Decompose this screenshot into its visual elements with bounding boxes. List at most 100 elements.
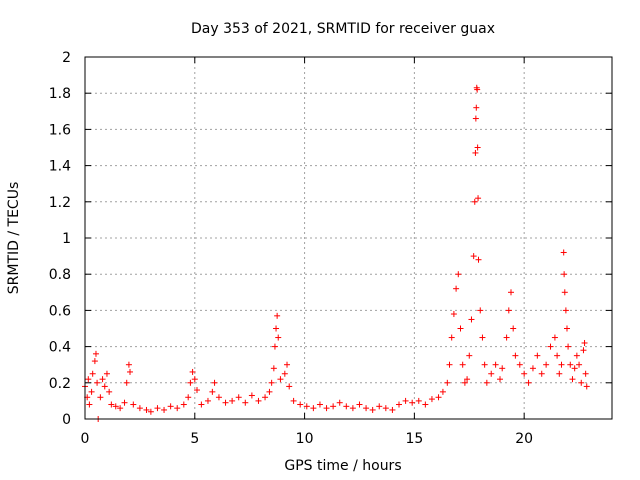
data-point xyxy=(103,370,110,377)
data-point xyxy=(488,370,495,377)
data-point xyxy=(503,334,510,341)
data-point xyxy=(474,86,481,93)
data-point xyxy=(402,397,409,404)
data-point xyxy=(92,350,99,357)
y-tick-label: 1 xyxy=(62,231,71,247)
y-tick-label: 2 xyxy=(62,50,71,66)
data-point xyxy=(569,376,576,383)
y-tick-label: 1.6 xyxy=(49,122,71,138)
data-point xyxy=(136,405,143,412)
data-point xyxy=(369,406,376,413)
data-point xyxy=(174,405,181,412)
data-point xyxy=(446,361,453,368)
data-point xyxy=(356,401,363,408)
data-point xyxy=(471,198,478,205)
data-point xyxy=(323,405,330,412)
data-point xyxy=(534,352,541,359)
data-point xyxy=(464,376,471,383)
data-point xyxy=(281,370,288,377)
data-point xyxy=(457,325,464,332)
data-point xyxy=(268,379,275,386)
data-point xyxy=(112,403,119,410)
data-point xyxy=(583,383,590,390)
data-point xyxy=(273,325,280,332)
data-point xyxy=(204,397,211,404)
data-point xyxy=(563,325,570,332)
data-point xyxy=(422,401,429,408)
y-tick-label: 1.2 xyxy=(49,195,71,211)
data-point xyxy=(459,361,466,368)
data-point xyxy=(477,307,484,314)
data-point xyxy=(187,379,194,386)
data-point xyxy=(435,394,442,401)
data-point xyxy=(571,365,578,372)
x-tick-labels: 0 5 10 15 20 xyxy=(81,431,534,447)
data-point xyxy=(274,312,281,319)
data-point xyxy=(222,399,229,406)
data-point xyxy=(556,370,563,377)
data-point xyxy=(275,334,282,341)
data-point xyxy=(567,361,574,368)
x-tick-label: 15 xyxy=(405,431,423,447)
data-point xyxy=(415,397,422,404)
data-point xyxy=(147,408,154,415)
data-point xyxy=(554,352,561,359)
data-point xyxy=(330,403,337,410)
data-point xyxy=(475,256,482,263)
data-point xyxy=(538,370,545,377)
data-point xyxy=(121,399,128,406)
y-tick-label: 0 xyxy=(62,412,71,428)
data-point xyxy=(474,144,481,151)
data-point xyxy=(580,347,587,354)
data-point xyxy=(505,307,512,314)
data-point xyxy=(180,401,187,408)
data-point xyxy=(193,387,200,394)
data-point xyxy=(562,307,569,314)
data-point xyxy=(101,383,108,390)
data-point xyxy=(529,365,536,372)
data-point xyxy=(211,379,218,386)
y-tick-label: 0.6 xyxy=(49,303,71,319)
data-point xyxy=(382,405,389,412)
data-point xyxy=(521,370,528,377)
data-point xyxy=(130,401,137,408)
data-point xyxy=(185,394,192,401)
data-point xyxy=(94,379,101,386)
data-point xyxy=(581,339,588,346)
data-point xyxy=(450,311,457,318)
data-point xyxy=(389,406,396,413)
data-point xyxy=(466,352,473,359)
data-point xyxy=(473,104,480,111)
data-point xyxy=(127,368,134,375)
data-point xyxy=(453,285,460,292)
data-point xyxy=(512,352,519,359)
data-point xyxy=(297,401,304,408)
y-tick-label: 1.8 xyxy=(49,86,71,102)
data-point xyxy=(472,149,479,156)
y-tick-label: 0.4 xyxy=(49,340,71,356)
data-point xyxy=(277,376,284,383)
data-point xyxy=(89,370,96,377)
x-tick-label: 20 xyxy=(515,431,533,447)
data-point xyxy=(123,379,130,386)
data-point xyxy=(507,289,514,296)
data-point xyxy=(290,397,297,404)
data-point xyxy=(439,388,446,395)
data-point xyxy=(510,325,517,332)
x-axis-title: GPS time / hours xyxy=(284,458,401,474)
data-point xyxy=(483,379,490,386)
data-point xyxy=(343,403,350,410)
data-point xyxy=(547,343,554,350)
y-tick-label: 0.2 xyxy=(49,376,71,392)
data-point xyxy=(551,334,558,341)
data-point xyxy=(143,406,150,413)
data-point xyxy=(99,376,106,383)
data-point xyxy=(97,394,104,401)
data-point xyxy=(108,401,115,408)
data-points xyxy=(82,84,590,422)
data-point xyxy=(376,403,383,410)
data-point xyxy=(215,394,222,401)
data-point xyxy=(470,253,477,260)
data-point xyxy=(117,405,124,412)
